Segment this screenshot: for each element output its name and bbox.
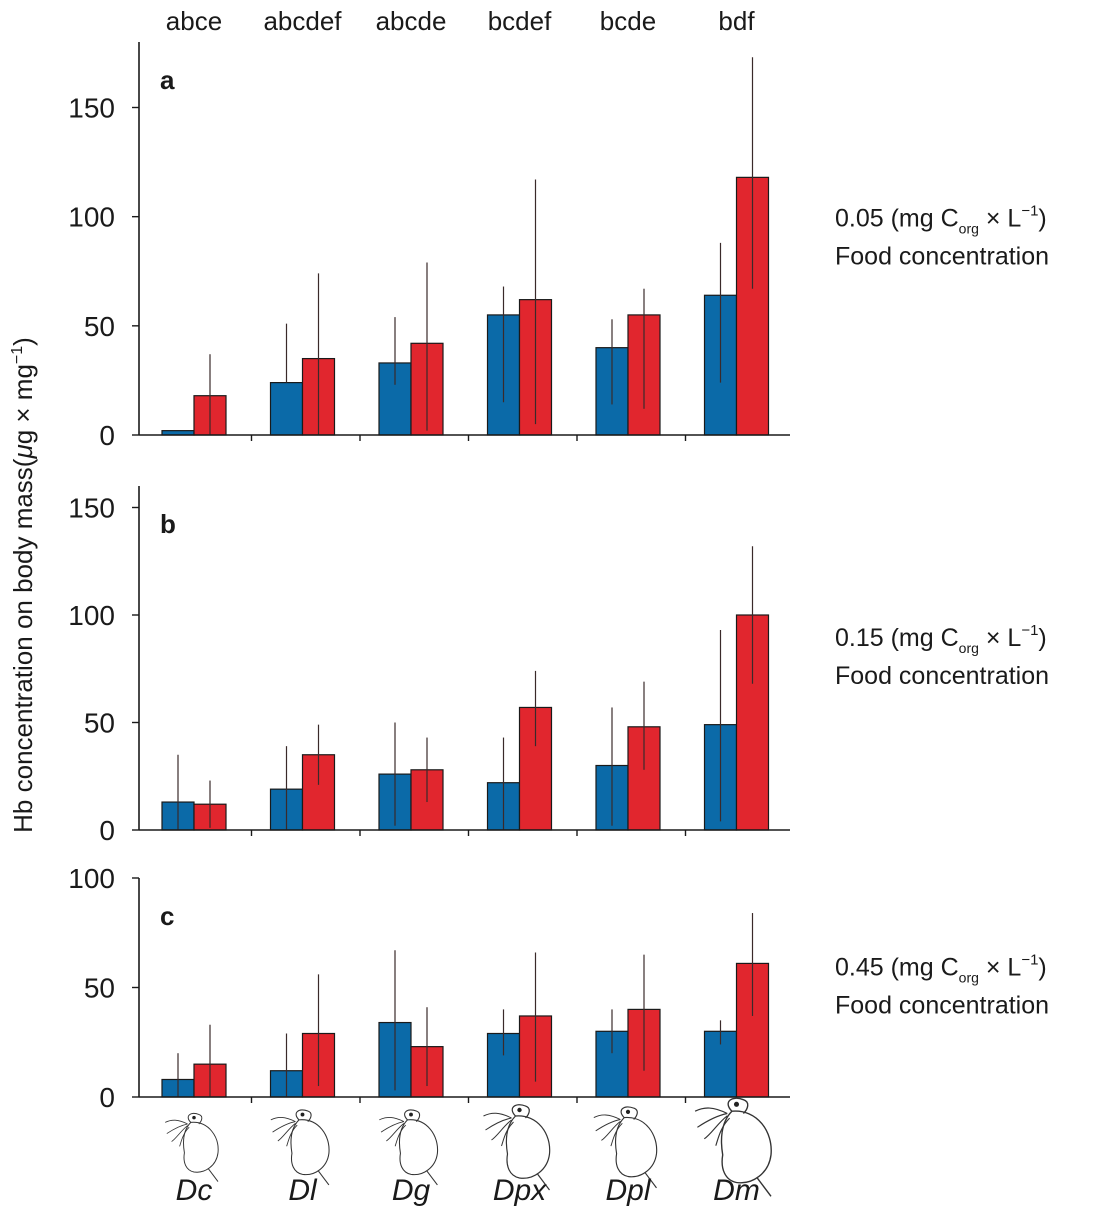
y-tick-label-a-150: 150: [68, 93, 115, 124]
species-label-Dpx: Dpx: [493, 1174, 547, 1207]
side-label-mid-a: × L: [979, 205, 1021, 233]
side-label-sup-c: −1: [1021, 952, 1038, 969]
side-label-prefix-b: 0.15 (mg C: [835, 624, 959, 652]
food-concentration-label-a: Food concentration: [835, 243, 1049, 271]
side-label-sup-b: −1: [1021, 622, 1038, 639]
daphnia-icon: [379, 1109, 438, 1186]
y-tick-label-a-100: 100: [68, 202, 115, 233]
food-concentration-value-b: 0.15 (mg Corg × L−1): [835, 622, 1047, 656]
food-concentration-label-b: Food concentration: [835, 662, 1049, 690]
side-label-sub-a: org: [959, 221, 979, 237]
side-label-sup-a: −1: [1021, 203, 1038, 220]
significance-letters-Dm: bdf: [718, 6, 755, 36]
food-concentration-value-a: 0.05 (mg Corg × L−1): [835, 203, 1047, 237]
daphnia-icon: [694, 1097, 772, 1197]
y-axis-label: Hb concentration on body mass(μg × mg−1): [8, 337, 38, 833]
side-label-mid-c: × L: [979, 954, 1021, 982]
side-label-mid-b: × L: [979, 624, 1021, 652]
species-row: Dc Dl Dg Dpx Dpl Dm: [165, 1097, 772, 1207]
y-tick-label-b-50: 50: [84, 708, 115, 739]
species-label-Dl: Dl: [288, 1174, 318, 1207]
y-axis-label-mid: g × mg: [8, 364, 38, 444]
y-axis-label-suffix: ): [8, 337, 38, 346]
species-label-Dg: Dg: [392, 1174, 431, 1207]
significance-letters-Dpl: bcde: [600, 6, 656, 36]
y-tick-label-b-150: 150: [68, 493, 115, 524]
panel-c: 0 50 100 c 0.45 (mg Corg × L−1) Food concentr…: [68, 863, 1049, 1113]
y-tick-label-c-100: 100: [68, 863, 115, 894]
side-label-suffix-b: ): [1038, 624, 1046, 652]
side-label-sub-b: org: [959, 640, 979, 656]
daphnia-icon: [483, 1104, 551, 1191]
panel-b: 0 50 100 150 b 0.15 (mg Corg × L−1) Food conce…: [68, 486, 1049, 846]
side-label-suffix-c: ): [1038, 954, 1046, 982]
species-label-Dpl: Dpl: [605, 1174, 651, 1207]
panel-a: 0 50 100 150 a abce abcdef abcde bcdef bcde bdf 0.0…: [68, 6, 1049, 451]
significance-letters-Dl: abcdef: [263, 6, 342, 36]
side-label-prefix-a: 0.05 (mg C: [835, 205, 959, 233]
y-axis-label-sup: −1: [9, 346, 26, 364]
y-tick-label-c-50: 50: [84, 973, 115, 1004]
y-tick-label-b-0: 0: [99, 815, 115, 846]
y-tick-label-c-0: 0: [99, 1082, 115, 1113]
y-tick-label-a-50: 50: [84, 311, 115, 342]
panel-label-a: a: [160, 65, 175, 95]
panel-label-c: c: [160, 901, 174, 931]
food-concentration-label-c: Food concentration: [835, 992, 1049, 1020]
food-concentration-value-c: 0.45 (mg Corg × L−1): [835, 952, 1047, 986]
daphnia-icon: [165, 1112, 219, 1182]
daphnia-icon: [593, 1106, 658, 1189]
species-label-Dm: Dm: [713, 1174, 760, 1207]
bar-a-Dl-blue: [269, 382, 304, 436]
y-axis-label-mu: μ: [8, 444, 38, 459]
side-label-prefix-c: 0.45 (mg C: [835, 954, 959, 982]
species-label-Dc: Dc: [176, 1174, 213, 1207]
significance-letters-Dc: abce: [166, 6, 222, 36]
panel-label-b: b: [160, 509, 176, 539]
y-axis-label-prefix: Hb concentration on body mass(: [8, 458, 38, 833]
side-label-sub-c: org: [959, 970, 979, 986]
y-tick-label-a-0: 0: [99, 420, 115, 451]
y-tick-label-b-100: 100: [68, 600, 115, 631]
side-label-suffix-a: ): [1038, 205, 1046, 233]
significance-letters-Dpx: bcdef: [488, 6, 552, 36]
significance-letters-Dg: abcde: [376, 6, 447, 36]
daphnia-icon: [270, 1109, 330, 1186]
